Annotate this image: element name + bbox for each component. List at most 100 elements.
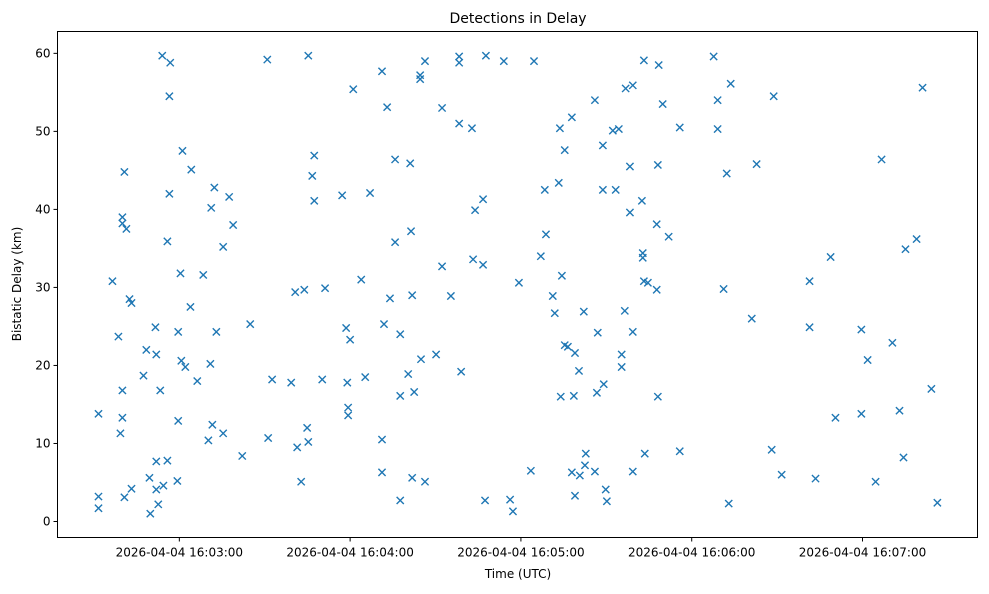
- data-point: [639, 56, 648, 65]
- data-point: [599, 380, 608, 389]
- data-point: [300, 285, 309, 294]
- data-point: [174, 416, 183, 425]
- data-point: [457, 367, 466, 376]
- data-point: [933, 498, 942, 507]
- data-point: [210, 183, 219, 192]
- data-point: [385, 294, 395, 303]
- y-tick-label: 30: [35, 280, 50, 294]
- data-point: [499, 57, 508, 66]
- data-point: [709, 52, 718, 61]
- data-point: [550, 309, 559, 318]
- data-point: [391, 238, 400, 247]
- data-point: [163, 237, 172, 246]
- data-point: [94, 504, 103, 513]
- data-point: [431, 350, 441, 359]
- data-point: [826, 252, 835, 262]
- y-axis-label: Bistatic Delay (km): [10, 227, 24, 342]
- data-point: [767, 445, 776, 454]
- data-point: [719, 284, 728, 294]
- data-point: [643, 278, 652, 287]
- data-point: [675, 123, 684, 132]
- data-point: [579, 307, 588, 316]
- data-point: [303, 423, 312, 432]
- data-point: [468, 255, 478, 264]
- data-point: [152, 485, 161, 494]
- data-point: [225, 192, 234, 202]
- data-point: [346, 335, 355, 344]
- data-point: [888, 338, 897, 347]
- data-point: [895, 406, 904, 415]
- data-point: [406, 159, 415, 168]
- data-point: [554, 178, 563, 187]
- data-point: [621, 84, 630, 93]
- data-point: [420, 477, 430, 486]
- data-point: [563, 342, 572, 351]
- y-axis-ticks: 0 10 20 30 40 50 60: [35, 46, 58, 529]
- y-tick-label: 0: [43, 515, 51, 529]
- data-point: [122, 224, 131, 234]
- data-point: [617, 362, 626, 372]
- data-point: [726, 79, 735, 88]
- y-tick-label: 40: [35, 202, 50, 216]
- data-point: [343, 378, 352, 387]
- data-point: [560, 146, 569, 155]
- data-point: [212, 327, 221, 336]
- data-point: [166, 58, 175, 67]
- data-point: [127, 484, 136, 493]
- data-point: [165, 92, 174, 101]
- data-point: [219, 429, 228, 438]
- data-point: [437, 103, 447, 113]
- x-axis-label: Time (UTC): [484, 567, 551, 581]
- data-point: [396, 330, 405, 339]
- data-point: [383, 103, 392, 112]
- data-point: [176, 269, 185, 278]
- data-point: [769, 92, 778, 101]
- data-point: [120, 167, 129, 177]
- data-point: [625, 162, 635, 171]
- data-point: [437, 262, 447, 271]
- data-point: [238, 451, 247, 461]
- data-point: [747, 314, 756, 323]
- data-point: [152, 457, 161, 466]
- data-point: [722, 169, 731, 178]
- data-point: [713, 96, 722, 105]
- data-point: [208, 420, 217, 429]
- data-point: [377, 435, 387, 444]
- data-point: [94, 492, 103, 501]
- data-point: [805, 277, 814, 286]
- data-point: [567, 468, 576, 477]
- data-point: [570, 491, 580, 500]
- data-point: [863, 355, 872, 365]
- data-point: [142, 345, 151, 354]
- x-tick-label: 2026-04-04 16:06:00: [628, 546, 755, 560]
- data-point: [628, 327, 637, 336]
- data-point: [805, 323, 814, 332]
- y-tick-label: 20: [35, 358, 50, 372]
- data-point: [116, 429, 125, 438]
- data-point: [548, 291, 557, 301]
- data-point: [526, 466, 535, 475]
- data-point: [268, 375, 277, 384]
- data-point: [857, 325, 866, 334]
- data-point: [506, 495, 515, 504]
- data-point: [652, 285, 661, 294]
- data-point: [640, 449, 649, 458]
- data-point: [310, 151, 319, 160]
- data-point: [593, 328, 602, 337]
- data-point: [406, 227, 416, 236]
- data-point: [628, 81, 637, 90]
- data-point: [186, 302, 195, 312]
- x-tick-label: 2026-04-04 16:05:00: [457, 546, 584, 560]
- data-point: [652, 220, 661, 229]
- data-point: [570, 348, 580, 358]
- data-point: [664, 232, 673, 241]
- y-tick-label: 50: [35, 124, 50, 138]
- data-point: [365, 188, 375, 198]
- data-point: [556, 392, 565, 401]
- data-point: [108, 277, 117, 286]
- data-point: [557, 271, 567, 280]
- data-point: [416, 75, 425, 84]
- data-point: [304, 51, 313, 60]
- data-point: [187, 165, 196, 174]
